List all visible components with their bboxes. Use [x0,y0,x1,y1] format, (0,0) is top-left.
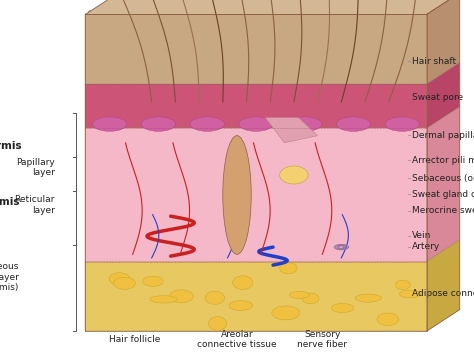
Text: Reticular
layer: Reticular layer [14,195,55,215]
Text: Adipose connective tissue: Adipose connective tissue [412,289,474,298]
Text: Sweat pore: Sweat pore [412,93,464,102]
Ellipse shape [143,276,163,287]
Text: Sebaceous (oil) gland: Sebaceous (oil) gland [412,174,474,183]
Text: Dermal papilla: Dermal papilla [412,130,474,139]
Polygon shape [265,118,318,143]
Ellipse shape [377,313,399,325]
Polygon shape [85,84,427,129]
Ellipse shape [233,276,253,289]
Ellipse shape [400,290,421,298]
Text: Subcutaneous
layer
(hypodermis): Subcutaneous layer (hypodermis) [0,262,19,292]
Polygon shape [85,129,427,261]
Polygon shape [427,63,460,129]
Text: Sweat gland duct: Sweat gland duct [412,190,474,199]
Ellipse shape [223,136,251,254]
Polygon shape [427,107,460,261]
Ellipse shape [289,291,310,298]
Polygon shape [85,0,460,14]
Ellipse shape [288,117,322,131]
Ellipse shape [355,294,382,302]
Ellipse shape [169,290,193,303]
Text: Artery: Artery [412,242,441,251]
Ellipse shape [209,316,227,330]
Ellipse shape [280,263,297,274]
Text: Papillary
layer: Papillary layer [16,158,55,177]
Text: Epidermis: Epidermis [0,141,21,151]
Ellipse shape [302,293,319,304]
Ellipse shape [331,303,354,312]
Ellipse shape [395,280,410,290]
Ellipse shape [190,117,224,131]
Polygon shape [427,0,460,84]
Text: Hair shaft: Hair shaft [412,57,456,66]
Polygon shape [85,14,427,84]
Text: Hair follicle: Hair follicle [109,335,161,344]
Ellipse shape [109,273,129,285]
Polygon shape [85,261,427,331]
Ellipse shape [229,301,253,310]
Polygon shape [427,240,460,331]
Ellipse shape [150,296,177,303]
Ellipse shape [92,117,127,131]
Ellipse shape [337,117,371,131]
Text: Vein: Vein [412,231,432,240]
Ellipse shape [141,117,175,131]
Text: Arrector pili muscle: Arrector pili muscle [412,156,474,165]
Text: Copyright © The McGraw-Hill Companies, Inc. Permission required for reproduction: Copyright © The McGraw-Hill Companies, I… [88,9,386,15]
Text: Areolar
connective tissue: Areolar connective tissue [197,330,277,349]
Ellipse shape [239,117,273,131]
Ellipse shape [114,277,136,289]
Ellipse shape [205,291,225,305]
Text: Dermis: Dermis [0,197,20,207]
Ellipse shape [280,166,308,184]
Ellipse shape [385,117,419,131]
Text: Sensory
nerve fiber: Sensory nerve fiber [297,330,347,349]
Ellipse shape [272,306,300,320]
Text: Merocrine sweat gland: Merocrine sweat gland [412,206,474,215]
